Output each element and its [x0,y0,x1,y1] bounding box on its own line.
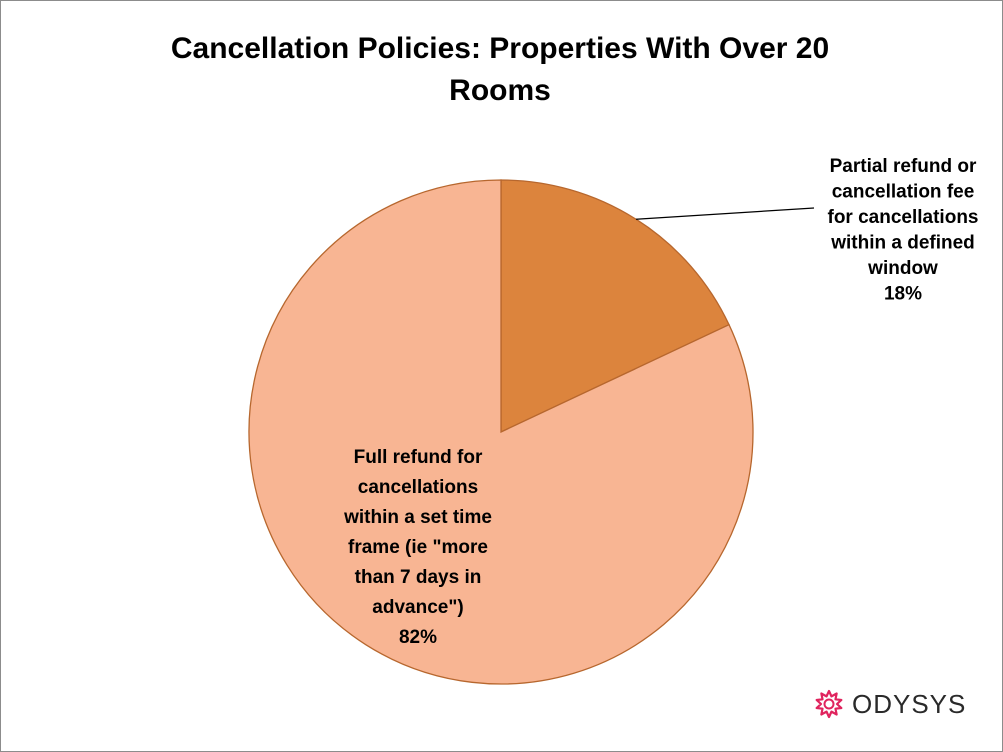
pie-slice-1 [500,179,730,434]
slice-label-1-line-1: Partial refund or [830,156,977,177]
starburst-icon [815,689,843,719]
slice-label-2-line-6: advance") [372,597,463,618]
pie-slice-2 [248,179,754,685]
slice-label-2-line-2: cancellations [358,477,478,498]
odysys-logo: ODYSYS [814,688,966,720]
leader-line-1 [635,207,815,220]
slice-label-2-line-4: frame (ie "more [348,537,488,558]
starburst-core [823,698,835,710]
slice-label-1-line-3: for cancellations [828,207,979,228]
starburst-outline [815,689,843,719]
brand-name: ODYSYS [852,688,967,719]
slice-label-1-line-5: window [867,258,938,279]
slice-value-label-1: 18% [884,284,922,305]
chart-title-line-1: Cancellation Policies: Properties With O… [170,32,830,65]
chart-title: Cancellation Policies: Properties With O… [100,28,900,112]
slice-label-1-line-2: cancellation fee [832,182,975,203]
slice-label-2-line-1: Full refund for [354,447,483,468]
slice-value-label-2: 82% [399,627,437,648]
slice-label-1-line-4: within a defined [830,233,975,254]
slice-label-2-line-3: within a set time [343,507,492,528]
slice-label-2-line-5: than 7 days in [355,567,482,588]
chart-title-line-2: Rooms [449,74,551,107]
